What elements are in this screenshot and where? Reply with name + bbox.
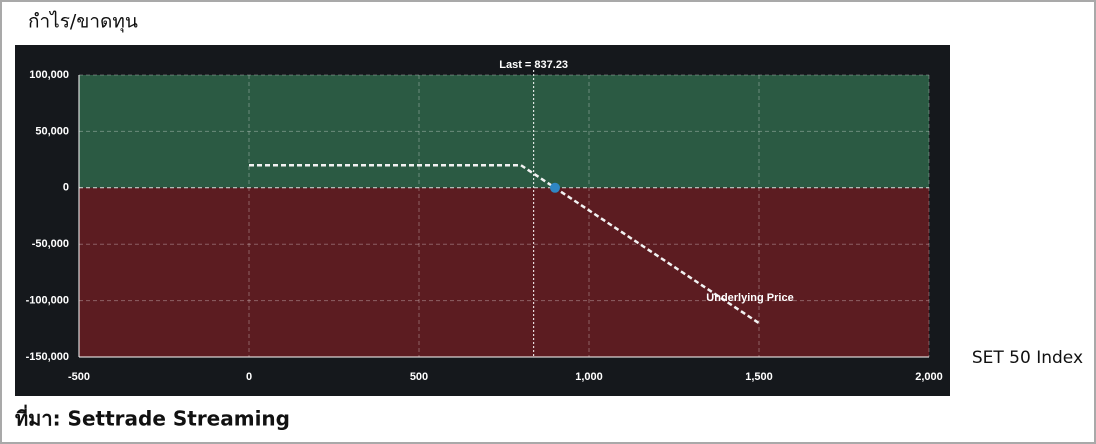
y-tick-label: 100,000 bbox=[29, 69, 69, 81]
x-tick-label: 0 bbox=[246, 371, 252, 383]
y-tick-label: 50,000 bbox=[35, 125, 69, 137]
annotation: Underlying Price bbox=[706, 292, 793, 304]
profit-zone bbox=[79, 75, 929, 188]
y-title: กำไร/ขาดทุน bbox=[28, 11, 138, 34]
x-axis-label: SET 50 Index bbox=[972, 348, 1083, 368]
y-tick-label: 0 bbox=[63, 182, 69, 194]
x-tick-label: 1,500 bbox=[745, 371, 773, 383]
x-tick-label: -500 bbox=[68, 371, 90, 383]
last-price-label: Last = 837.23 bbox=[499, 59, 568, 71]
x-tick-label: 1,000 bbox=[575, 371, 603, 383]
breakeven-point bbox=[550, 182, 560, 193]
y-tick-label: -50,000 bbox=[32, 238, 69, 250]
y-tick-label: -150,000 bbox=[26, 351, 69, 363]
source: ที่มา: Settrade Streaming bbox=[15, 404, 290, 431]
payoff-line bbox=[249, 163, 760, 325]
x-tick-label: 500 bbox=[410, 371, 428, 383]
x-tick-label: 2,000 bbox=[915, 371, 943, 383]
y-tick-label: -100,000 bbox=[26, 295, 69, 307]
loss-zone bbox=[79, 187, 929, 357]
